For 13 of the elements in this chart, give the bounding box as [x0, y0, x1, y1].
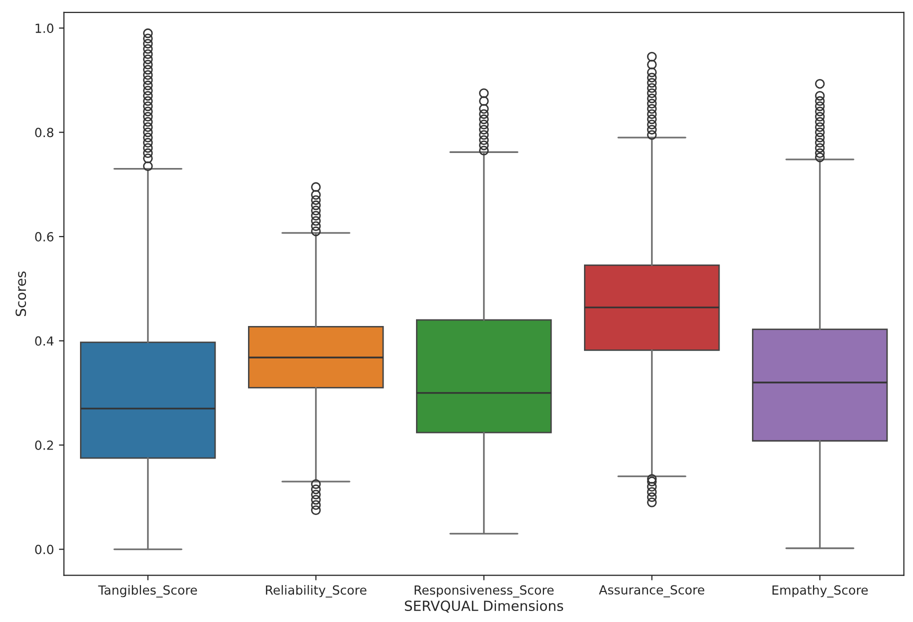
- x-tick-label: Reliability_Score: [266, 585, 366, 598]
- y-tick-label: 0.0: [35, 544, 54, 554]
- y-tick-label: 0.8: [35, 128, 54, 138]
- y-tick-label: 0.2: [35, 440, 53, 450]
- y-axis-title: Scores: [16, 272, 26, 316]
- y-tick-label: 0.4: [35, 336, 54, 346]
- x-tick-label: Assurance_Score: [598, 585, 704, 598]
- x-tick-label: Empathy_Score: [772, 585, 868, 598]
- x-axis-title: SERVQUAL Dimensions: [404, 600, 564, 613]
- y-tick-label: 1.0: [36, 24, 54, 34]
- x-tick-label: Responsiveness_Score: [414, 585, 554, 598]
- x-tick-label: Tangibles_Score: [98, 585, 197, 598]
- y-tick-label: 0.6: [35, 232, 54, 242]
